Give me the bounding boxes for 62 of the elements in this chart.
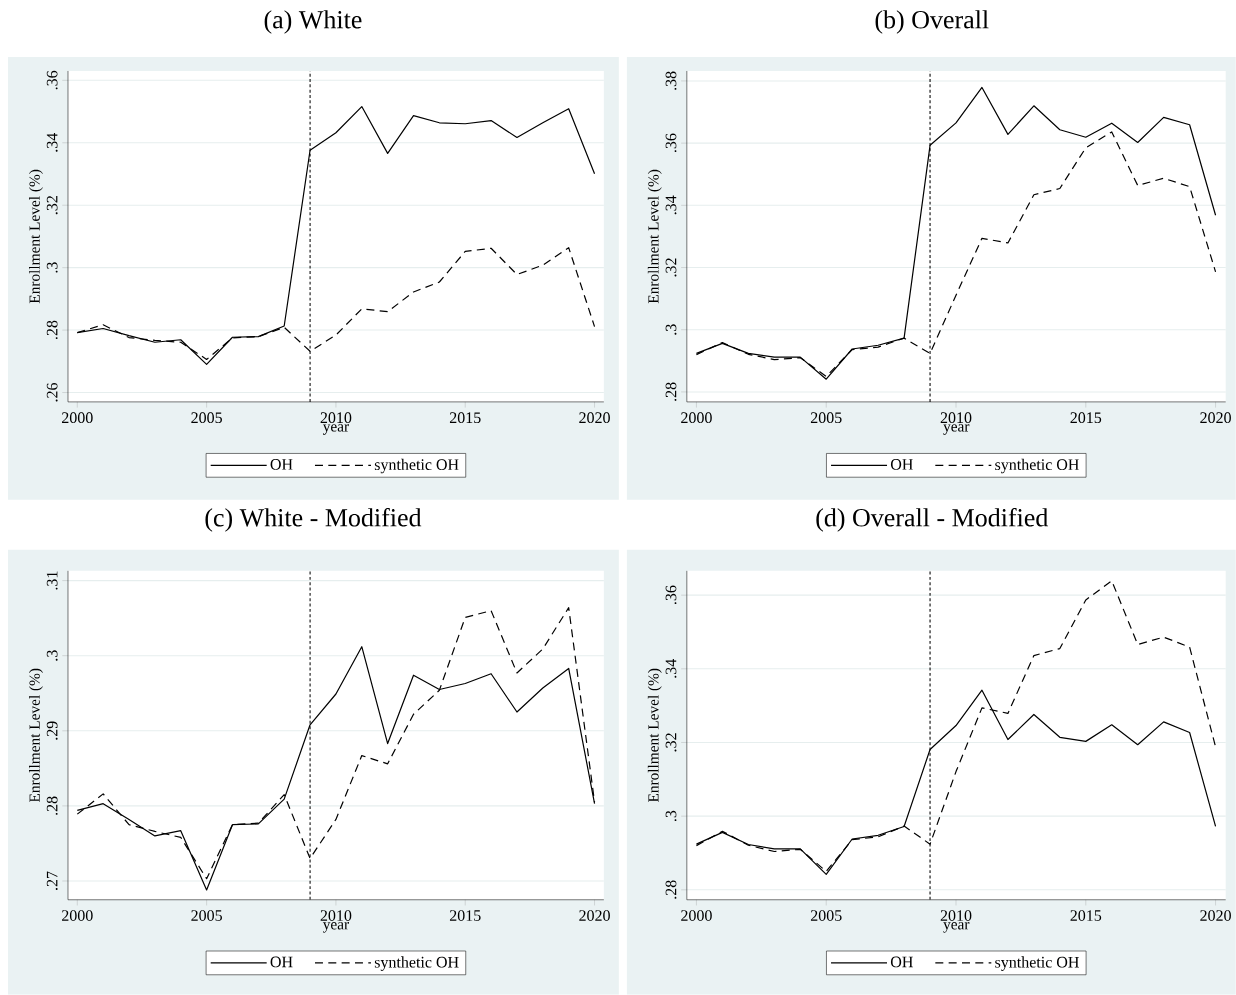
- y-tick-label: .34: [665, 195, 677, 215]
- legend-label: synthetic OH: [995, 458, 1079, 474]
- x-tick-label: 2010: [320, 910, 352, 922]
- y-tick-label: .3: [46, 650, 58, 661]
- x-tick-label: 2000: [62, 910, 93, 922]
- x-tick-label: 2005: [810, 412, 842, 424]
- x-tick-label: 2000: [62, 412, 93, 424]
- y-tick-label: .34: [665, 659, 677, 678]
- y-axis-title: Enrollment Level (%): [29, 169, 43, 304]
- y-tick-label: .34: [46, 133, 58, 152]
- chart-title: (d) Overall - Modified: [816, 508, 1049, 532]
- x-tick-label: 2000: [681, 412, 712, 424]
- legend-label: OH: [890, 459, 913, 470]
- y-tick-label: .27: [46, 871, 58, 891]
- x-tick-label: 2020: [1200, 412, 1231, 424]
- y-axis-title: Enrollment Level (%): [647, 169, 662, 304]
- legend-label: synthetic OH: [374, 458, 459, 474]
- x-tick-label: 2005: [810, 910, 842, 922]
- x-axis-title: year: [322, 424, 349, 435]
- y-tick-label: .38: [665, 71, 677, 90]
- legend-label: synthetic OH: [995, 956, 1079, 972]
- x-tick-label: 2015: [449, 910, 481, 922]
- y-tick-label: .3: [46, 262, 58, 273]
- x-tick-label: 2020: [579, 910, 610, 922]
- y-tick-label: .31: [46, 571, 58, 590]
- x-tick-label: 2010: [320, 412, 352, 424]
- y-tick-label: .32: [665, 258, 677, 277]
- legend-label: OH: [270, 459, 293, 470]
- y-tick-label: .36: [46, 70, 58, 90]
- y-tick-label: .28: [665, 880, 677, 899]
- y-axis-title: Enrollment Level (%): [647, 668, 662, 803]
- x-tick-label: 2015: [449, 412, 481, 424]
- x-tick-label: 2010: [940, 412, 972, 424]
- y-tick-label: .26: [46, 383, 58, 402]
- legend-label: synthetic OH: [374, 956, 459, 972]
- legend-label: OH: [890, 956, 913, 968]
- y-tick-label: .32: [665, 733, 677, 752]
- x-axis-title: year: [322, 922, 349, 933]
- y-tick-label: .29: [46, 721, 58, 740]
- x-tick-label: 2005: [191, 910, 222, 922]
- chart-title: (c) White - Modified: [205, 508, 422, 532]
- x-tick-label: 2010: [940, 910, 972, 922]
- x-axis-title: year: [943, 424, 970, 435]
- x-tick-label: 2005: [191, 412, 222, 424]
- y-axis-title: Enrollment Level (%): [29, 668, 43, 803]
- x-tick-label: 2015: [1070, 412, 1102, 424]
- x-axis-title: year: [943, 922, 970, 933]
- y-tick-label: .28: [46, 796, 58, 815]
- x-tick-label: 2020: [1200, 910, 1231, 922]
- y-tick-label: .36: [665, 585, 677, 605]
- y-tick-label: .28: [46, 320, 58, 340]
- y-tick-label: .28: [665, 382, 677, 402]
- y-tick-label: .36: [665, 133, 677, 153]
- chart-title: (b) Overall: [875, 10, 989, 34]
- chart-title: (a) White: [264, 10, 362, 34]
- y-tick-label: .32: [46, 196, 58, 215]
- x-tick-label: 2020: [579, 412, 610, 424]
- legend-label: OH: [270, 956, 293, 968]
- x-tick-label: 2015: [1070, 910, 1102, 922]
- x-tick-label: 2000: [681, 910, 712, 922]
- y-tick-label: .3: [665, 324, 677, 335]
- y-tick-label: .3: [665, 810, 677, 822]
